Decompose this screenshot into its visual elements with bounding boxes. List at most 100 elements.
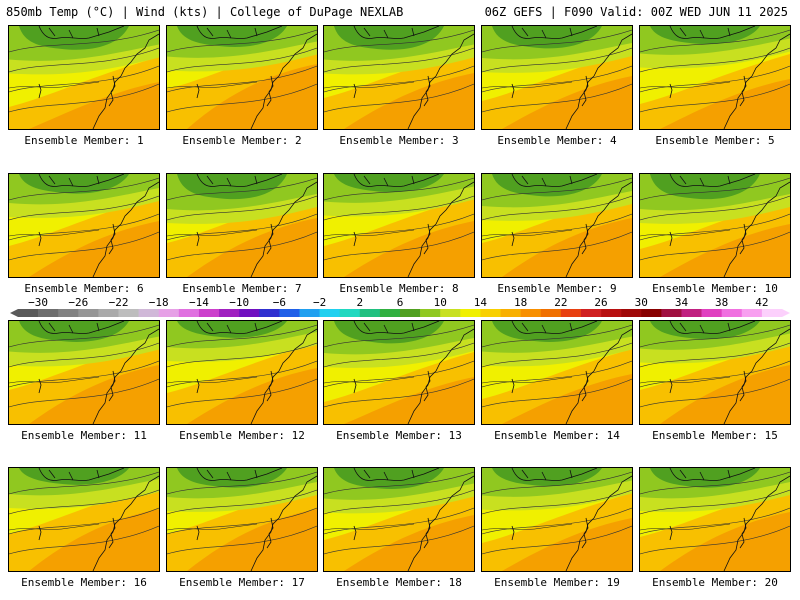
colorbar-swatch [359, 309, 381, 317]
temperature-map [482, 321, 632, 424]
colorbar-low-arrow [10, 309, 18, 317]
colorbar-tick-label: 10 [434, 296, 447, 309]
ensemble-panel [323, 25, 475, 130]
ensemble-panel [8, 320, 160, 425]
colorbar-tick-label: 42 [755, 296, 768, 309]
colorbar-swatch [18, 309, 39, 317]
colorbar-tick-label: 34 [675, 296, 689, 309]
colorbar-tick-label: 6 [397, 296, 404, 309]
colorbar-swatch [741, 309, 763, 317]
ensemble-panel [481, 467, 633, 572]
temperature-map [482, 174, 632, 277]
colorbar-swatch [158, 309, 180, 317]
temperature-map [9, 26, 159, 129]
temperature-map [9, 468, 159, 571]
ensemble-member-label: Ensemble Member: 4 [497, 134, 617, 147]
temperature-map [640, 321, 790, 424]
ensemble-member-label: Ensemble Member: 14 [494, 429, 620, 442]
colorbar-swatch [379, 309, 401, 317]
colorbar-swatch [78, 309, 99, 317]
temperature-map [640, 174, 790, 277]
colorbar-tick-label: −6 [273, 296, 286, 309]
ensemble-panel [639, 25, 791, 130]
colorbar-tick-label: −10 [229, 296, 249, 309]
temperature-map [167, 468, 317, 571]
colorbar-swatch [98, 309, 119, 317]
colorbar-tick-label: −22 [109, 296, 129, 309]
temperature-map [324, 174, 474, 277]
colorbar-tick-label: −2 [313, 296, 326, 309]
colorbar-tick-label: −30 [28, 296, 48, 309]
colorbar-swatch [520, 309, 542, 317]
ensemble-member-label: Ensemble Member: 9 [497, 282, 617, 295]
colorbar-svg: −30 −26 −22 −18 −14 −10 −6 −2 2 6 10 14 18 22 26 30 34 38… [10, 296, 790, 317]
temperature-map [482, 26, 632, 129]
colorbar-swatch [681, 309, 702, 317]
ensemble-panel [8, 467, 160, 572]
temperature-map [324, 26, 474, 129]
ensemble-panel [166, 467, 318, 572]
ensemble-member-label: Ensemble Member: 10 [652, 282, 778, 295]
colorbar-swatch [460, 309, 481, 317]
colorbar-tick-label: 14 [474, 296, 488, 309]
colorbar-swatch [580, 309, 602, 317]
ensemble-member-label: Ensemble Member: 1 [24, 134, 144, 147]
colorbar-tick-label: 30 [635, 296, 648, 309]
temperature-colorbar: −30 −26 −22 −18 −14 −10 −6 −2 2 6 10 14 18 22 26 30 34 38… [8, 296, 792, 318]
ensemble-panel [323, 173, 475, 278]
temperature-map [482, 468, 632, 571]
colorbar-tick-label: 18 [514, 296, 527, 309]
colorbar-swatch [420, 309, 441, 317]
colorbar-swatch [641, 309, 662, 317]
ensemble-member-label: Ensemble Member: 8 [339, 282, 459, 295]
ensemble-panel [639, 467, 791, 572]
colorbar-swatch [279, 309, 300, 317]
colorbar-swatch [440, 309, 461, 317]
temperature-map [167, 321, 317, 424]
ensemble-panel [166, 320, 318, 425]
ensemble-member-label: Ensemble Member: 17 [179, 576, 305, 589]
colorbar-tick-label: 2 [356, 296, 363, 309]
temperature-map [640, 26, 790, 129]
ensemble-panel [639, 173, 791, 278]
temperature-map [640, 468, 790, 571]
colorbar-swatch [601, 309, 622, 317]
colorbar-swatch [560, 309, 582, 317]
colorbar-swatch [219, 309, 240, 317]
ensemble-panel [166, 25, 318, 130]
colorbar-swatch [540, 309, 562, 317]
colorbar-tick-label: 22 [554, 296, 567, 309]
ensemble-member-label: Ensemble Member: 5 [655, 134, 775, 147]
ensemble-panel [481, 320, 633, 425]
ensemble-panel [481, 173, 633, 278]
colorbar-tick-label: −14 [189, 296, 209, 309]
ensemble-panel [323, 467, 475, 572]
ensemble-panel [8, 25, 160, 130]
colorbar-swatch [621, 309, 642, 317]
colorbar-swatch [178, 309, 200, 317]
colorbar-swatch [500, 309, 521, 317]
ensemble-member-label: Ensemble Member: 16 [21, 576, 147, 589]
colorbar-swatch [761, 309, 783, 317]
colorbar-swatch [239, 309, 260, 317]
ensemble-member-label: Ensemble Member: 6 [24, 282, 144, 295]
temperature-map [9, 321, 159, 424]
colorbar-swatch [118, 309, 139, 317]
colorbar-high-arrow [782, 309, 790, 317]
ensemble-member-label: Ensemble Member: 11 [21, 429, 147, 442]
ensemble-panel [481, 25, 633, 130]
ensemble-member-label: Ensemble Member: 15 [652, 429, 778, 442]
model-valid-time: 06Z GEFS | F090 Valid: 00Z WED JUN 11 20… [484, 5, 788, 19]
ensemble-member-label: Ensemble Member: 19 [494, 576, 620, 589]
ensemble-member-label: Ensemble Member: 2 [182, 134, 302, 147]
colorbar-swatch [198, 309, 220, 317]
colorbar-swatch [701, 309, 722, 317]
ensemble-member-label: Ensemble Member: 7 [182, 282, 302, 295]
colorbar-swatch [138, 309, 160, 317]
map-title: 850mb Temp (°C) | Wind (kts) | College o… [6, 5, 404, 19]
temperature-map [324, 468, 474, 571]
ensemble-member-label: Ensemble Member: 3 [339, 134, 459, 147]
ensemble-panel [323, 320, 475, 425]
colorbar-swatch [259, 309, 280, 317]
colorbar-swatch [721, 309, 743, 317]
